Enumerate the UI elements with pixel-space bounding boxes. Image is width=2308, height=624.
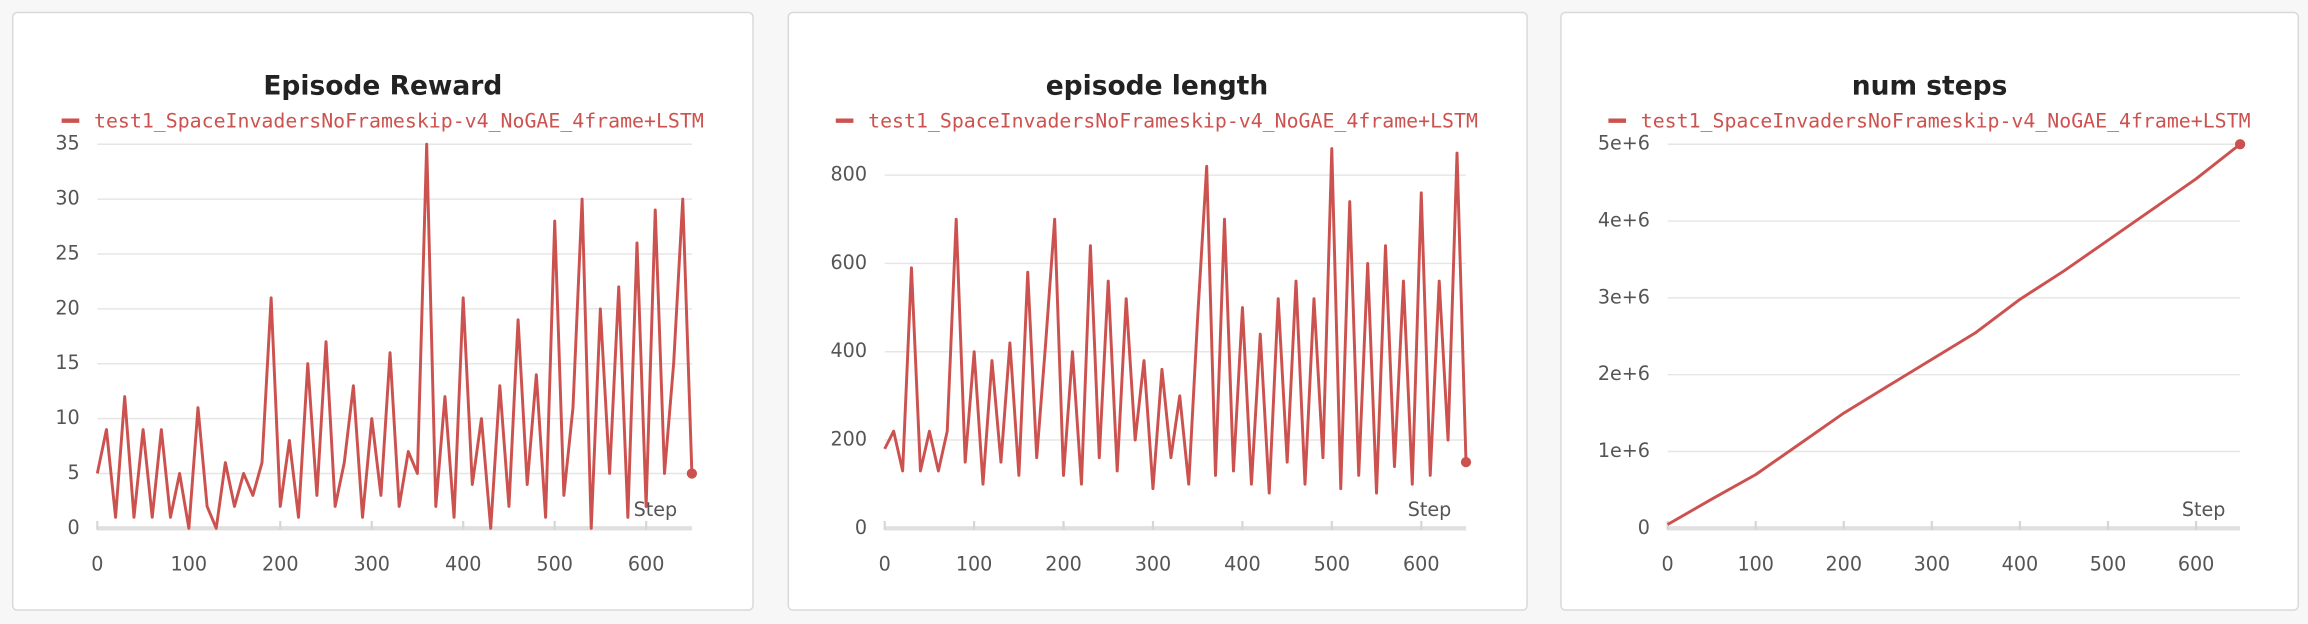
chart-title: Episode Reward [263,70,502,101]
x-tick-label: 200 [1045,553,1082,576]
y-tick-label: 2e+6 [1598,362,1650,385]
y-tick-label: 200 [831,428,868,451]
x-tick-label: 400 [2002,553,2039,576]
x-tick-label: 400 [1224,553,1261,576]
y-tick-label: 0 [855,516,867,539]
x-tick-label: 300 [1914,553,1951,576]
x-tick-label: 0 [91,553,103,576]
y-tick-label: 30 [55,187,79,210]
x-tick-label: 500 [536,553,573,576]
x-tick-label: 0 [879,553,891,576]
end-point [2234,139,2246,150]
x-tick-label: 200 [1826,553,1863,576]
chart-title: num steps [1852,70,2008,101]
y-tick-label: 15 [55,351,79,374]
x-tick-label: 600 [628,553,665,576]
legend-label: test1_SpaceInvadersNoFrameskip-v4_NoGAE_… [868,110,1478,133]
y-tick-label: 3e+6 [1598,285,1650,308]
x-tick-label: 600 [2178,553,2215,576]
panel [1560,11,2299,611]
y-tick-label: 800 [831,163,868,186]
y-tick-label: 1e+6 [1598,439,1650,462]
x-tick-label: 600 [1403,553,1440,576]
end-point [1460,456,1472,468]
y-tick-label: 0 [67,516,79,539]
x-tick-label: 500 [2090,553,2127,576]
y-tick-label: 400 [831,339,868,362]
y-tick-label: 600 [831,251,868,274]
chart-title: episode length [1046,70,1268,101]
legend-label: test1_SpaceInvadersNoFrameskip-v4_NoGAE_… [94,110,704,133]
x-axis-label: Step [634,498,678,521]
x-tick-label: 300 [1135,553,1172,576]
y-tick-label: 20 [55,296,79,319]
y-tick-label: 0 [1638,516,1650,539]
y-tick-label: 5 [67,461,79,484]
y-tick-label: 4e+6 [1598,209,1650,232]
x-tick-label: 100 [1737,553,1774,576]
x-tick-label: 100 [171,553,208,576]
x-tick-label: 400 [445,553,482,576]
x-tick-label: 100 [956,553,993,576]
x-axis-label: Step [2182,498,2226,521]
x-tick-label: 0 [1662,553,1674,576]
x-tick-label: 200 [262,553,299,576]
series-line [1666,143,2242,526]
y-tick-label: 35 [55,132,79,155]
x-tick-label: 300 [353,553,390,576]
series-line [95,142,694,530]
series-line [883,147,1468,495]
legend-label: test1_SpaceInvadersNoFrameskip-v4_NoGAE_… [1641,110,2251,133]
x-tick-label: 500 [1314,553,1351,576]
y-tick-label: 10 [55,406,79,429]
y-tick-label: 5e+6 [1598,132,1650,155]
y-tick-label: 25 [55,241,79,264]
x-axis-label: Step [1408,498,1452,521]
end-point [686,468,698,479]
